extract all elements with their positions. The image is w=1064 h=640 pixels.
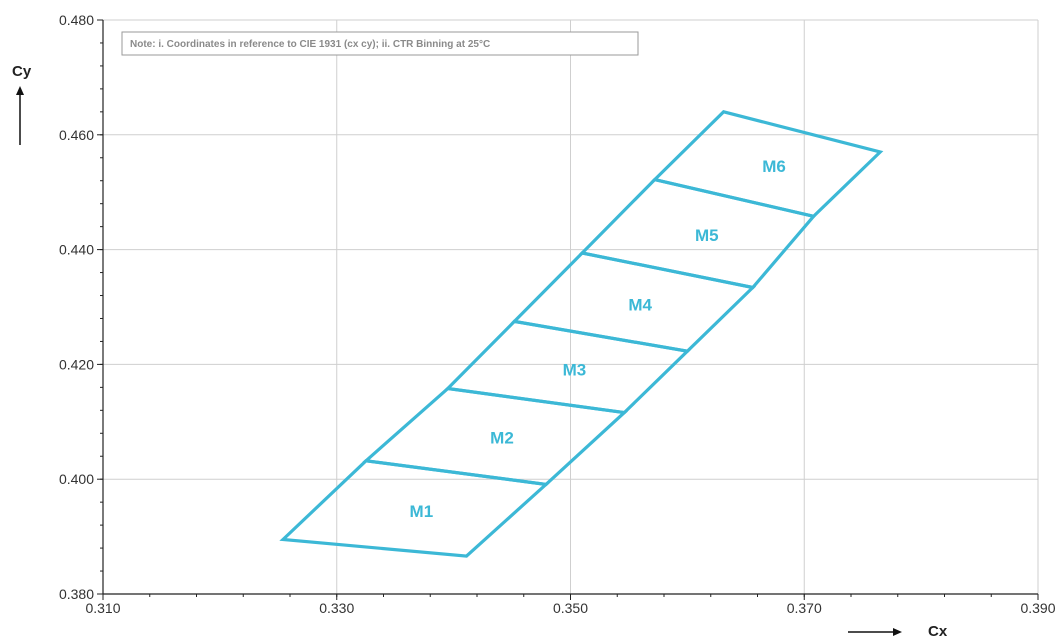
bin-m5-label: M5 — [695, 226, 719, 245]
x-axis-title: Cx — [928, 623, 948, 640]
arrow-up-icon — [16, 86, 24, 145]
y-tick-label: 0.480 — [59, 12, 94, 28]
x-tick-label: 0.350 — [553, 600, 588, 616]
y-tick-label: 0.380 — [59, 586, 94, 602]
x-tick-label: 0.310 — [85, 600, 120, 616]
bin-m3-label: M3 — [563, 360, 587, 379]
arrow-right-icon — [848, 628, 902, 636]
bin-layer: M1 M2 M3 M4 M5 M6 — [279, 110, 884, 558]
x-tick-label: 0.330 — [319, 600, 354, 616]
grid-layer — [103, 19, 1039, 594]
bin-m4-label: M4 — [628, 295, 652, 314]
note-box — [121, 31, 639, 56]
y-tick-label: 0.420 — [59, 356, 94, 372]
y-axis-title: Cy — [12, 63, 32, 80]
x-tick-label: 0.370 — [787, 600, 822, 616]
x-tick-label: 0.390 — [1020, 600, 1055, 616]
bin-m1-label: M1 — [410, 502, 434, 521]
tick-layer: 0.310 0.330 0.350 0.370 0.390 0.380 0.400 0.420… — [59, 12, 1056, 616]
bin-m6-label: M6 — [762, 157, 786, 176]
y-tick-label: 0.400 — [59, 471, 94, 487]
note-text: Note: i. Coordinates in reference to CIE… — [130, 39, 490, 50]
bin-m6-outline — [651, 110, 884, 219]
y-tick-label: 0.460 — [59, 127, 94, 143]
bin-m2-label: M2 — [490, 429, 514, 448]
y-tick-label: 0.440 — [59, 242, 94, 258]
